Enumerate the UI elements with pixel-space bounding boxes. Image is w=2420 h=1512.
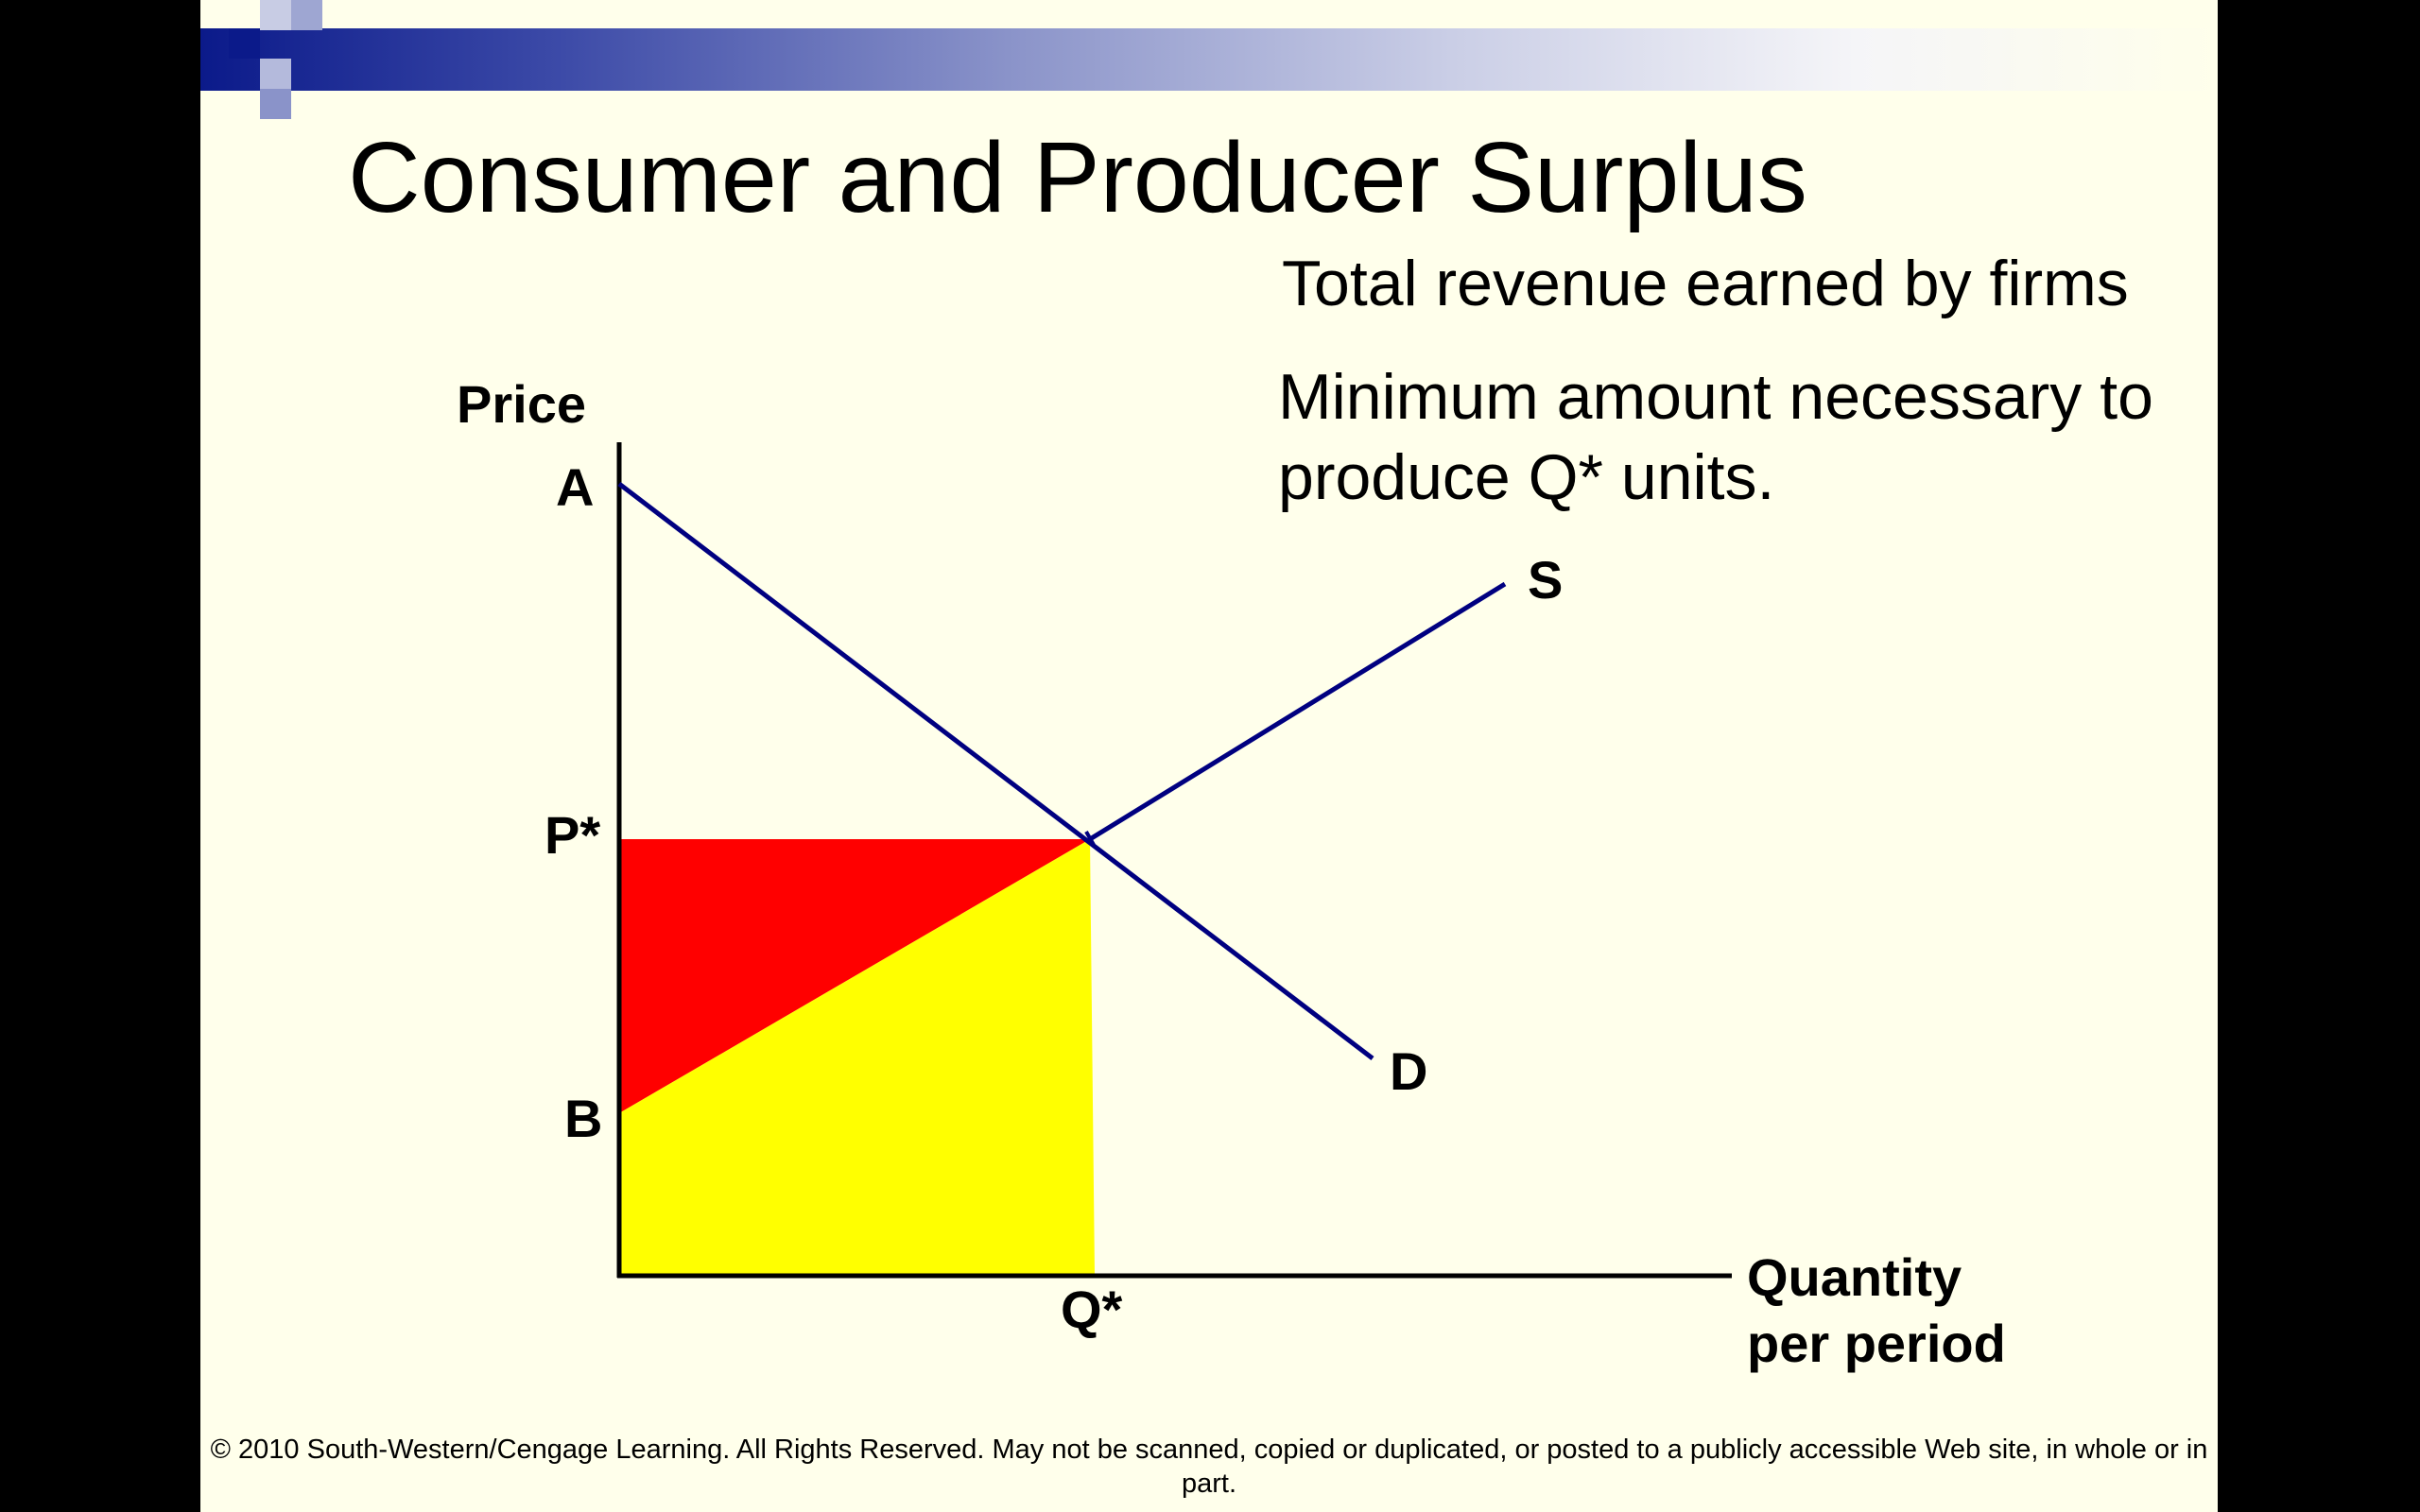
note-total-revenue: Total revenue earned by firms	[1282, 248, 2129, 319]
banner-square-mid	[291, 0, 322, 30]
note-minimum-line1: Minimum amount necessary to	[1278, 361, 2153, 433]
banner-square-dark	[229, 28, 260, 59]
price-axis-label: Price	[457, 374, 586, 434]
supply-curve-label: S	[1528, 550, 1564, 610]
quantity-axis-label-line1: Quantity	[1747, 1247, 1962, 1307]
note-minimum-line2: produce Q* units.	[1278, 441, 1775, 513]
supply-curve	[1088, 581, 1507, 842]
point-b-label: B	[564, 1089, 603, 1148]
title-banner	[200, 28, 2218, 91]
q-star-label: Q*	[1061, 1280, 1123, 1339]
slide-title: Consumer and Producer Surplus	[348, 122, 1807, 233]
point-a-label: A	[556, 457, 595, 517]
banner-square-mid	[260, 89, 291, 119]
equilibrium-tick	[1084, 831, 1096, 846]
supply-demand-diagram	[616, 442, 1732, 1279]
banner-square-mid	[260, 59, 291, 89]
copyright-footer: © 2010 South-Western/Cengage Learning. A…	[210, 1435, 2208, 1499]
slide: Consumer and Producer Surplus Total reve…	[200, 0, 2218, 1512]
demand-curve	[617, 482, 1374, 1060]
banner-square-light	[260, 0, 291, 30]
p-star-label: P*	[544, 805, 601, 865]
yellow-area	[619, 839, 1095, 1276]
demand-curve-label: D	[1390, 1041, 1428, 1101]
quantity-axis-label-line2: per period	[1747, 1314, 2006, 1373]
